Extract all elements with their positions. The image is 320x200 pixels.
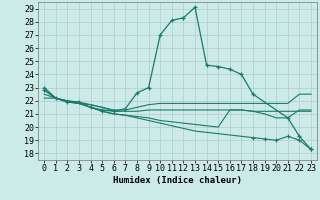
X-axis label: Humidex (Indice chaleur): Humidex (Indice chaleur) [113, 176, 242, 185]
